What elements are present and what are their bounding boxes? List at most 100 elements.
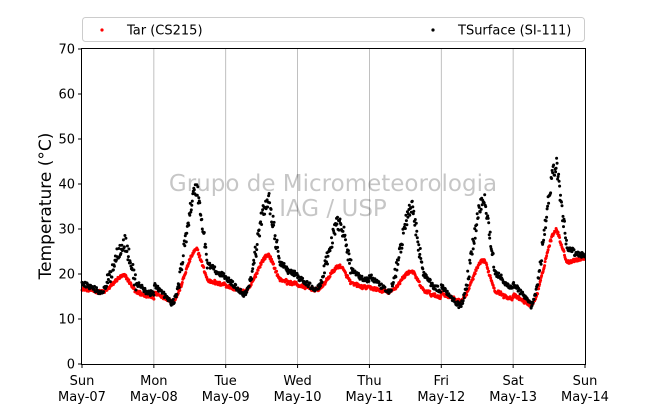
tsurface-point — [254, 254, 258, 258]
tsurface-point — [252, 261, 256, 265]
tsurface-point — [124, 236, 128, 240]
tsurface-point — [322, 264, 326, 268]
tsurface-point — [202, 231, 206, 234]
tsurface-point — [305, 280, 309, 283]
tar-point — [491, 283, 495, 287]
tsurface-point — [172, 301, 176, 305]
tsurface-point — [109, 270, 113, 274]
tsurface-point — [259, 220, 263, 224]
legend-marker-tar — [100, 28, 104, 32]
tsurface-point — [112, 264, 116, 268]
tar-point — [403, 275, 407, 279]
tar-point — [196, 248, 200, 252]
y-tick-label: 0 — [67, 358, 75, 373]
tar-point — [471, 277, 475, 281]
tsurface-point — [177, 283, 181, 287]
tsurface-point — [133, 273, 137, 277]
tar-point — [539, 278, 543, 282]
tsurface-point — [253, 245, 257, 249]
tsurface-point — [349, 258, 353, 262]
tsurface-point — [175, 292, 179, 296]
tsurface-point — [204, 245, 208, 249]
tsurface-point — [106, 281, 110, 285]
tar-point — [178, 288, 182, 292]
tsurface-point — [405, 223, 409, 227]
tsurface-point — [417, 243, 421, 247]
x-tick-day-label: Tue — [214, 374, 237, 389]
tsurface-point — [326, 262, 329, 266]
tsurface-point — [462, 296, 466, 300]
tsurface-point — [419, 257, 423, 260]
tsurface-point — [272, 223, 276, 227]
tar-point — [473, 272, 477, 276]
legend-label-tar: Tar (CS215) — [126, 24, 203, 39]
x-tick-day-label: Sun — [70, 374, 95, 389]
tsurface-point — [156, 284, 160, 288]
tar-point — [180, 281, 184, 284]
tsurface-point — [117, 247, 121, 250]
tsurface-point — [543, 233, 547, 236]
tsurface-point — [391, 281, 395, 284]
tsurface-point — [497, 271, 501, 275]
x-tick-day-label: Fri — [434, 374, 450, 389]
tsurface-point — [475, 212, 479, 216]
tsurface-point — [420, 260, 424, 264]
tsurface-point — [545, 207, 549, 211]
tar-point — [200, 260, 204, 264]
tsurface-point — [487, 221, 491, 225]
x-tick-date-label: May-07 — [58, 390, 106, 405]
tsurface-point — [114, 258, 118, 262]
tsurface-point — [547, 201, 551, 205]
tsurface-point — [401, 231, 405, 235]
tsurface-point — [328, 249, 332, 253]
tsurface-point — [205, 266, 209, 270]
tsurface-point — [273, 237, 277, 241]
y-tick-label: 40 — [58, 178, 75, 193]
tsurface-point — [231, 280, 235, 283]
tsurface-point — [459, 305, 463, 308]
tsurface-point — [544, 226, 548, 230]
tar-point — [275, 269, 279, 273]
tsurface-point — [408, 213, 412, 217]
tsurface-point — [499, 273, 503, 277]
tar-point — [218, 280, 222, 284]
tsurface-point — [177, 286, 181, 289]
tsurface-point — [552, 163, 556, 167]
tsurface-point — [189, 208, 193, 212]
legend-frame — [82, 17, 585, 42]
tsurface-point — [475, 223, 479, 227]
tsurface-point — [347, 252, 351, 256]
tsurface-point — [413, 218, 417, 221]
tsurface-point — [521, 290, 525, 294]
tsurface-point — [111, 268, 115, 272]
tsurface-point — [565, 238, 568, 242]
tsurface-point — [125, 250, 129, 253]
tar-point — [273, 266, 277, 270]
tsurface-point — [252, 258, 256, 262]
tsurface-point — [537, 276, 541, 280]
tsurface-point — [487, 233, 491, 237]
tsurface-point — [555, 156, 559, 160]
tsurface-point — [532, 298, 536, 301]
tar-point — [124, 274, 128, 278]
tsurface-point — [483, 193, 487, 197]
tsurface-point — [267, 194, 271, 198]
tar-point — [487, 269, 491, 273]
y-tick-label: 30 — [58, 223, 75, 238]
x-tick-day-label: Thu — [356, 374, 381, 389]
tsurface-point — [397, 256, 401, 260]
tar-point — [259, 263, 263, 266]
tsurface-point — [411, 205, 415, 209]
tsurface-point — [188, 213, 192, 217]
tsurface-point — [132, 268, 136, 272]
tsurface-point — [542, 228, 546, 232]
tar-point — [474, 269, 478, 272]
tar-point — [428, 289, 432, 293]
tsurface-point — [174, 295, 178, 299]
tsurface-point — [133, 277, 137, 281]
tsurface-point — [560, 204, 564, 208]
tsurface-point — [200, 227, 204, 231]
tsurface-point — [561, 214, 565, 218]
tar-point — [256, 268, 260, 272]
tar-point — [417, 280, 421, 284]
